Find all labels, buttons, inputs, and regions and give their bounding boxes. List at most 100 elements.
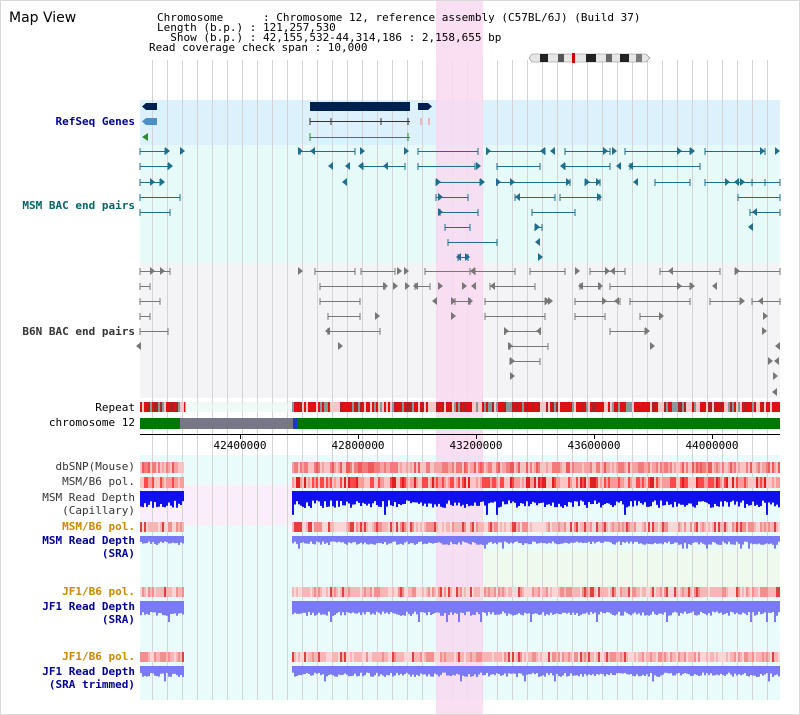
depth-bar bbox=[528, 491, 530, 507]
heat-cell bbox=[514, 477, 516, 488]
heat-cell bbox=[716, 652, 718, 662]
track-label-msm-bac[interactable]: MSM BAC end pairs bbox=[22, 199, 135, 212]
heat-cell bbox=[752, 522, 754, 532]
repeat-mark bbox=[606, 402, 608, 412]
track-label-msm-pol-2[interactable]: MSM/B6 pol. bbox=[62, 520, 135, 533]
track-label-msm-depth-sra[interactable]: MSM Read Depth bbox=[42, 534, 135, 547]
heat-cell bbox=[442, 477, 444, 488]
depth-bar bbox=[660, 666, 662, 676]
depth-bar bbox=[750, 491, 752, 506]
track-label-b6n-bac[interactable]: B6N BAC end pairs bbox=[22, 325, 135, 338]
chromosome-ideogram[interactable] bbox=[528, 52, 654, 64]
repeat-mark bbox=[614, 402, 616, 412]
depth-bar bbox=[724, 491, 726, 502]
track-label-msm-depth-cap[interactable]: MSM Read Depth bbox=[42, 491, 135, 504]
depth-bar bbox=[328, 536, 330, 545]
heat-cell bbox=[710, 522, 712, 532]
heat-cell bbox=[636, 477, 638, 488]
depth-bar bbox=[410, 666, 412, 677]
depth-bar bbox=[738, 666, 740, 675]
heat-cell bbox=[172, 462, 174, 473]
heat-cell bbox=[340, 462, 342, 473]
depth-bar bbox=[428, 491, 430, 504]
depth-bar bbox=[706, 536, 708, 549]
depth-bar bbox=[728, 491, 730, 507]
heat-cell bbox=[310, 462, 312, 473]
heat-cell bbox=[664, 462, 666, 473]
depth-bar bbox=[388, 536, 390, 544]
heat-cell bbox=[672, 522, 674, 532]
heat-cell bbox=[516, 587, 518, 597]
heat-cell bbox=[634, 652, 636, 662]
repeat-mark bbox=[392, 402, 394, 412]
depth-bar bbox=[566, 491, 568, 507]
track-label-jf1-pol[interactable]: JF1/B6 pol. bbox=[62, 585, 135, 598]
heat-cell bbox=[424, 522, 426, 532]
track-label-msm-pol[interactable]: MSM/B6 pol. bbox=[62, 475, 135, 488]
depth-bar bbox=[544, 601, 546, 616]
heat-cell bbox=[654, 587, 656, 597]
depth-bar bbox=[710, 601, 712, 616]
heat-cell bbox=[578, 652, 580, 662]
depth-bar bbox=[160, 491, 162, 505]
depth-bar bbox=[376, 601, 378, 612]
heat-cell bbox=[626, 587, 628, 597]
track-label-jf1-depth[interactable]: JF1 Read Depth bbox=[42, 600, 135, 613]
repeat-mark bbox=[490, 402, 492, 412]
heat-cell bbox=[518, 477, 520, 488]
heat-cell bbox=[720, 522, 722, 532]
heat-cell bbox=[564, 587, 566, 597]
heat-cell bbox=[534, 477, 536, 488]
depth-bar bbox=[342, 601, 344, 613]
heat-cell bbox=[654, 462, 656, 473]
depth-bar bbox=[152, 666, 154, 674]
chromosome-marker bbox=[293, 418, 297, 429]
depth-bar bbox=[704, 536, 706, 545]
heat-cell bbox=[420, 522, 422, 532]
heat-cell bbox=[442, 522, 444, 532]
track-label-jf1-pol-2[interactable]: JF1/B6 pol. bbox=[62, 650, 135, 663]
heat-cell bbox=[306, 477, 308, 488]
depth-bar bbox=[768, 666, 770, 682]
heat-cell bbox=[774, 477, 776, 488]
depth-bar bbox=[496, 666, 498, 674]
depth-bar bbox=[714, 536, 716, 543]
track-label-chromosome[interactable]: chromosome 12 bbox=[48, 416, 135, 429]
heat-cell bbox=[764, 587, 766, 597]
depth-bar bbox=[598, 601, 600, 615]
repeat-mark bbox=[166, 402, 168, 412]
heat-cell bbox=[306, 462, 308, 473]
heat-cell bbox=[484, 477, 486, 488]
heat-cell bbox=[316, 462, 318, 473]
track-label-refseq[interactable]: RefSeq Genes bbox=[55, 115, 135, 128]
depth-bar bbox=[538, 601, 540, 615]
depth-bar bbox=[304, 536, 306, 544]
depth-bar bbox=[578, 491, 580, 507]
heat-cell bbox=[726, 587, 728, 597]
repeat-mark bbox=[752, 402, 754, 412]
heat-cell bbox=[596, 462, 598, 473]
depth-bar bbox=[664, 536, 666, 543]
heat-cell bbox=[506, 477, 508, 488]
depth-bar bbox=[698, 601, 700, 615]
track-label-jf1-trim[interactable]: JF1 Read Depth bbox=[42, 665, 135, 678]
heat-cell bbox=[348, 652, 350, 662]
heat-cell bbox=[552, 462, 554, 473]
heat-cell bbox=[144, 522, 146, 532]
depth-bar bbox=[550, 601, 552, 613]
depth-bar bbox=[394, 666, 396, 676]
track-label-dbsnp[interactable]: dbSNP(Mouse) bbox=[55, 460, 135, 473]
track-label-repeat[interactable]: Repeat bbox=[95, 401, 135, 414]
depth-bar bbox=[554, 491, 556, 508]
repeat-mark bbox=[706, 402, 708, 412]
heat-cell bbox=[460, 462, 462, 473]
heat-cell bbox=[496, 587, 498, 597]
bac-end-marker bbox=[504, 327, 509, 335]
bac-end-marker bbox=[358, 162, 363, 170]
heat-cell bbox=[626, 462, 628, 473]
heat-cell bbox=[520, 462, 522, 473]
depth-bar bbox=[442, 536, 444, 545]
depth-bar bbox=[454, 536, 456, 545]
bac-end-marker bbox=[465, 253, 470, 261]
